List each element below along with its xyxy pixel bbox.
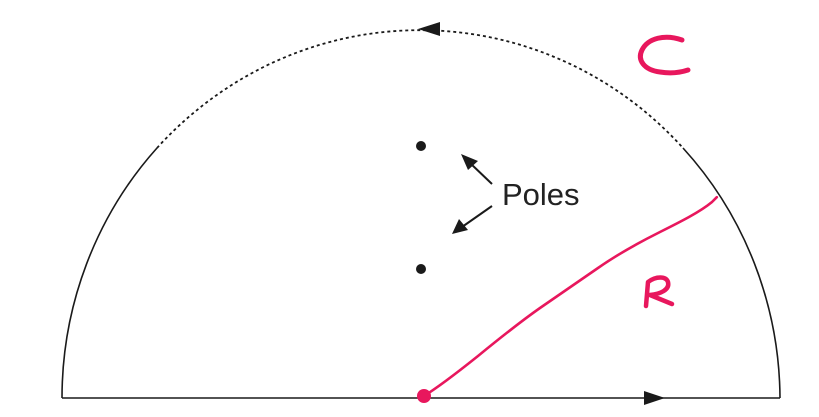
arrowhead-left-icon xyxy=(418,22,440,36)
arc-right-solid xyxy=(682,147,781,399)
contour-label-c xyxy=(637,34,691,76)
pointer-arrow-upper-shaft xyxy=(469,162,493,185)
origin-dot xyxy=(417,389,431,403)
arrow-icon xyxy=(452,219,468,234)
poles-label: Poles xyxy=(502,177,580,212)
arc-left-solid xyxy=(61,147,158,399)
radius-line xyxy=(422,195,719,398)
pole-upper xyxy=(416,141,426,151)
pointer-arrow-lower-shaft xyxy=(461,205,493,228)
arc-top-dotted xyxy=(156,29,684,149)
pole-lower xyxy=(416,264,426,274)
arrowhead-right-icon xyxy=(644,391,665,405)
radius-label-r xyxy=(643,275,675,309)
arrow-icon xyxy=(461,154,478,170)
